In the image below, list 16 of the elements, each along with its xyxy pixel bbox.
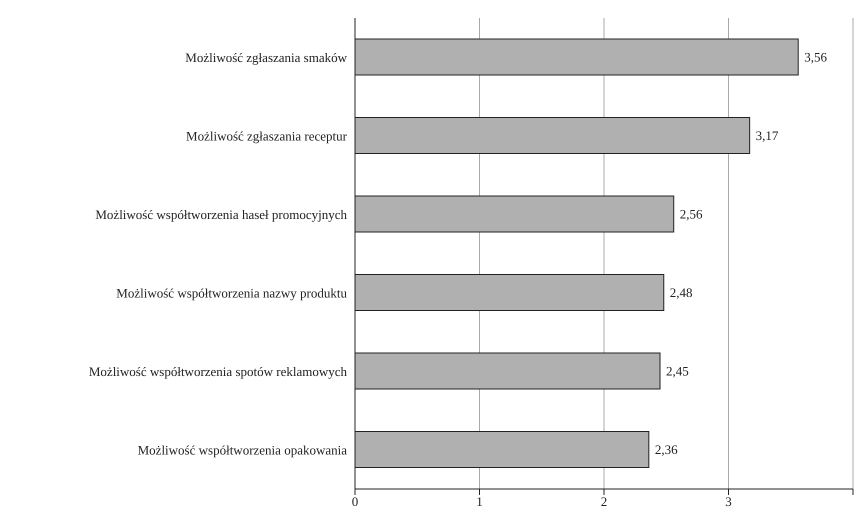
y-tick-label: Możliwość współtworzenia opakowania bbox=[138, 442, 348, 458]
x-tick-label: 2 bbox=[600, 494, 608, 510]
data-label: 2,36 bbox=[654, 442, 678, 457]
data-label: 2,45 bbox=[666, 364, 689, 378]
y-tick-label: Możliwość zgłaszania receptur bbox=[186, 128, 348, 144]
y-tick-label: Możliwość współtworzenia spotów reklamowych bbox=[88, 364, 348, 379]
y-tick-label: Możliwość zgłaszania smaków bbox=[185, 50, 348, 65]
data-label: 3,17 bbox=[756, 128, 779, 143]
data-label: 3,56 bbox=[804, 50, 828, 64]
x-tick-label: 3 bbox=[725, 494, 732, 510]
x-tick-label: 0 bbox=[352, 494, 358, 510]
data-label: 2,56 bbox=[680, 206, 703, 222]
data-label: 2,48 bbox=[670, 285, 693, 300]
y-tick-label: Możliwość współtworzenia haseł promocyjnych bbox=[95, 206, 348, 222]
y-tick-label: Możliwość współtworzenia nazwy produktu bbox=[116, 285, 348, 300]
x-tick-label: 1 bbox=[476, 494, 483, 510]
